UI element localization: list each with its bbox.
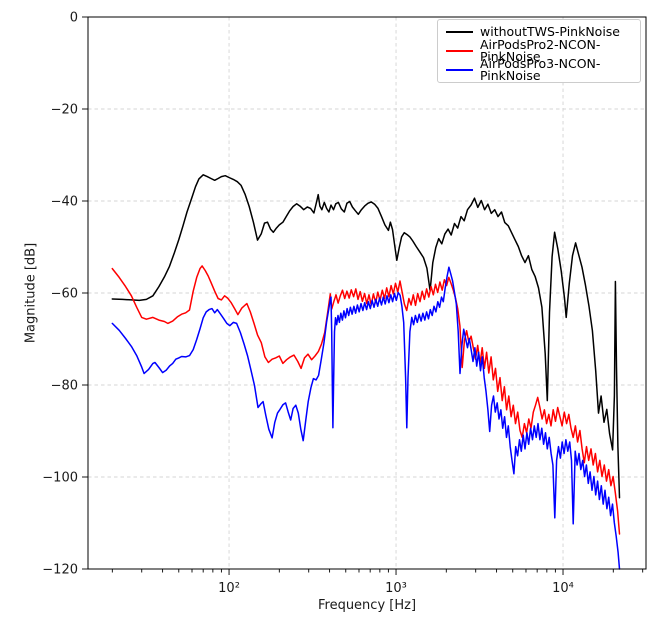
legend-entry-label: withoutTWS-PinkNoise bbox=[480, 23, 621, 39]
x-tick-label: 10⁴ bbox=[552, 581, 574, 596]
y-tick-label: −80 bbox=[51, 379, 78, 394]
y-tick-label: 0 bbox=[70, 11, 78, 26]
series-line-AirPodsPro2-NCON-PinkNoise bbox=[111, 265, 621, 535]
series-line-withoutTWS-PinkNoise bbox=[111, 174, 621, 499]
x-tick-label: 10² bbox=[218, 581, 240, 596]
y-tick-label: −120 bbox=[42, 563, 78, 578]
x-tick-label: 10³ bbox=[385, 581, 407, 596]
legend-entry-label: AirPodsPro3-NCON-PinkNoise bbox=[480, 55, 601, 83]
series-line-AirPodsPro3-NCON-PinkNoise bbox=[111, 266, 621, 570]
plot-border bbox=[87, 16, 647, 570]
legend-entry: AirPodsPro3-NCON-PinkNoise bbox=[438, 57, 640, 82]
gridlines bbox=[88, 16, 646, 570]
axis-ticks: 0 −20 −40 −60 −80 −100 −120 10² 10³ 10⁴ bbox=[42, 11, 644, 596]
legend-line-swatch bbox=[446, 50, 473, 52]
legend-entry: withoutTWS-PinkNoise bbox=[438, 23, 640, 41]
legend-entry-label: AirPodsPro2-NCON-PinkNoise bbox=[480, 36, 601, 64]
y-tick-label: −60 bbox=[51, 287, 78, 302]
series-lines bbox=[111, 174, 621, 570]
legend-entry: AirPodsPro2-NCON-PinkNoise bbox=[438, 38, 640, 63]
x-axis-label: Frequency [Hz] bbox=[317, 598, 417, 613]
y-tick-label: −20 bbox=[51, 103, 78, 118]
legend-line-swatch bbox=[446, 69, 473, 71]
legend-line-swatch bbox=[446, 31, 473, 33]
legend: withoutTWS-PinkNoise AirPodsPro2-NCON-Pin… bbox=[437, 19, 641, 83]
y-tick-label: −40 bbox=[51, 195, 78, 210]
y-axis-label: Magnitude [dB] bbox=[23, 242, 39, 344]
y-tick-label: −100 bbox=[42, 471, 78, 486]
